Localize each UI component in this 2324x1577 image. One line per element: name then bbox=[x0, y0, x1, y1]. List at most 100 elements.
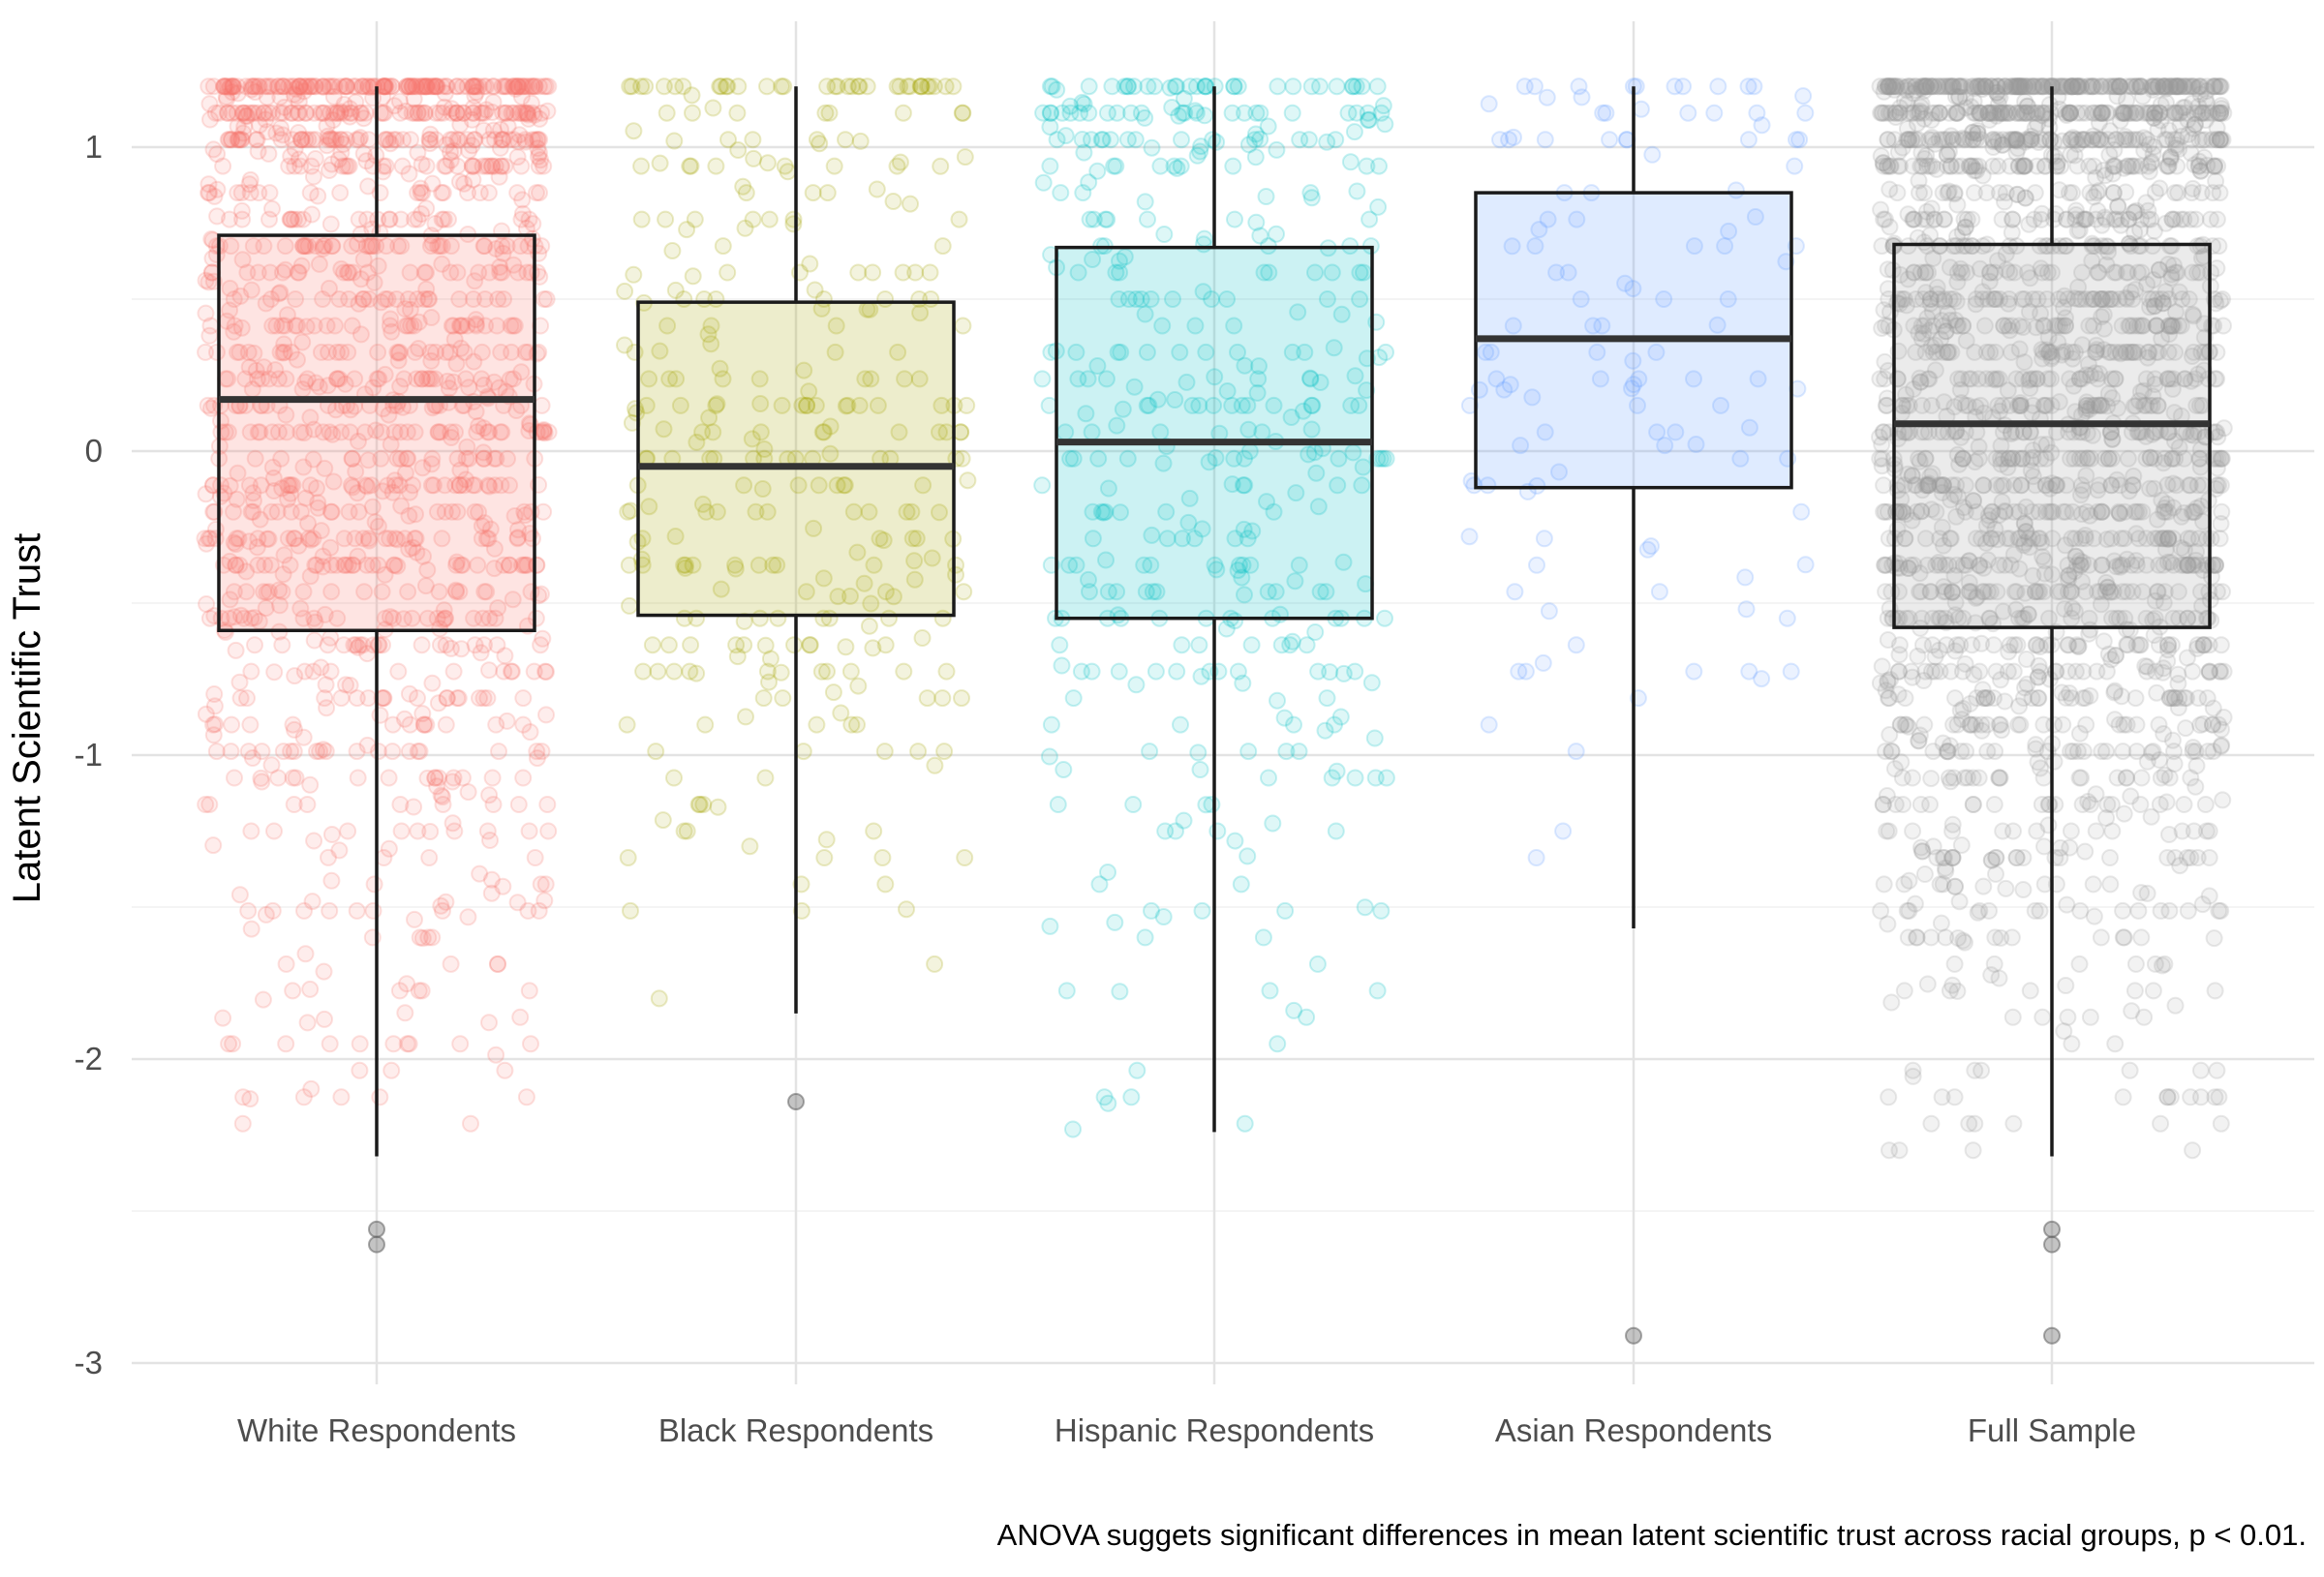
jitter-point bbox=[451, 461, 470, 479]
jitter-point bbox=[1745, 77, 1763, 96]
jitter-point bbox=[2159, 157, 2178, 175]
jitter-point bbox=[2194, 636, 2213, 654]
jitter-point bbox=[1064, 689, 1083, 708]
jitter-point bbox=[389, 662, 408, 681]
jitter-point bbox=[351, 636, 369, 654]
jitter-point bbox=[294, 210, 312, 228]
jitter-point bbox=[204, 715, 223, 734]
jitter-point bbox=[2106, 682, 2124, 700]
jitter-point bbox=[199, 77, 218, 96]
jitter-point bbox=[221, 210, 238, 228]
jitter-point bbox=[2071, 901, 2090, 920]
jitter-point bbox=[370, 370, 388, 388]
jitter-point bbox=[310, 255, 328, 273]
jitter-point bbox=[690, 796, 709, 813]
jitter-point bbox=[2069, 637, 2088, 655]
jitter-point bbox=[2033, 204, 2051, 223]
jitter-point bbox=[480, 609, 499, 627]
jitter-point bbox=[369, 743, 387, 761]
jitter-point bbox=[265, 822, 283, 840]
jitter-point bbox=[2077, 715, 2095, 734]
jitter-point bbox=[1191, 761, 1209, 778]
jitter-point bbox=[332, 143, 351, 162]
jitter-point bbox=[508, 148, 527, 167]
jitter-point bbox=[868, 180, 886, 198]
jitter-point bbox=[1937, 928, 1955, 947]
jitter-point bbox=[290, 104, 308, 122]
jitter-point bbox=[894, 104, 912, 122]
jitter-point bbox=[499, 449, 516, 468]
jitter-point bbox=[223, 77, 241, 96]
jitter-point bbox=[1041, 917, 1059, 935]
y-tick-labels: -3-2-101 bbox=[75, 129, 103, 1380]
jitter-point bbox=[2106, 647, 2125, 665]
jitter-point bbox=[427, 343, 444, 361]
jitter-point bbox=[666, 77, 685, 96]
jitter-point bbox=[1918, 975, 1937, 993]
jitter-point bbox=[1300, 131, 1318, 149]
jitter-point bbox=[298, 370, 317, 388]
jitter-point bbox=[391, 378, 410, 396]
jitter-point bbox=[2177, 719, 2195, 738]
jitter-point bbox=[2146, 183, 2164, 201]
jitter-point bbox=[1136, 193, 1154, 211]
jitter-point bbox=[423, 928, 442, 947]
jitter-point bbox=[478, 822, 497, 840]
jitter-point bbox=[1942, 773, 1960, 791]
jitter-point bbox=[758, 154, 777, 172]
jitter-point bbox=[1190, 636, 1208, 654]
jitter-point bbox=[1268, 140, 1286, 159]
jitter-point bbox=[1192, 667, 1210, 685]
jitter-point bbox=[2097, 662, 2116, 681]
outlier-point bbox=[2043, 1235, 2061, 1254]
jitter-point bbox=[316, 689, 334, 708]
jitter-point bbox=[1685, 662, 1703, 681]
jitter-point bbox=[647, 743, 665, 761]
jitter-point bbox=[437, 77, 455, 96]
jitter-point bbox=[222, 743, 240, 761]
jitter-point bbox=[2009, 715, 2028, 734]
jitter-point bbox=[417, 77, 436, 96]
jitter-point bbox=[1987, 849, 2005, 866]
jitter-point bbox=[241, 423, 260, 441]
jitter-point bbox=[2030, 689, 2048, 708]
jitter-point bbox=[1567, 743, 1585, 761]
jitter-point bbox=[316, 1010, 333, 1028]
jitter-point bbox=[459, 908, 477, 926]
jitter-point bbox=[1957, 743, 1975, 761]
jitter-point bbox=[2058, 210, 2076, 228]
jitter-point bbox=[305, 631, 323, 650]
jitter-point bbox=[1360, 110, 1378, 129]
jitter-point bbox=[1283, 104, 1301, 122]
jitter-point bbox=[242, 662, 260, 681]
jitter-point bbox=[526, 77, 543, 96]
jitter-point bbox=[250, 77, 268, 96]
jitter-point bbox=[319, 77, 337, 96]
jitter-point bbox=[1990, 769, 2008, 787]
jitter-point bbox=[361, 78, 380, 97]
jitter-point bbox=[909, 743, 928, 761]
jitter-point bbox=[230, 556, 249, 574]
jitter-point bbox=[1643, 145, 1662, 164]
jitter-point bbox=[657, 210, 675, 228]
jitter-point bbox=[413, 636, 431, 654]
jitter-point bbox=[233, 1114, 252, 1133]
jitter-point bbox=[198, 534, 216, 553]
jitter-point bbox=[273, 263, 291, 282]
jitter-point bbox=[293, 333, 312, 351]
jitter-point bbox=[521, 723, 539, 742]
jitter-point bbox=[204, 726, 223, 744]
jitter-point bbox=[296, 104, 315, 122]
jitter-point bbox=[349, 769, 367, 787]
jitter-point bbox=[815, 849, 834, 866]
jitter-point bbox=[207, 743, 226, 761]
jitter-point bbox=[429, 694, 447, 713]
jitter-point bbox=[2184, 1141, 2202, 1160]
jitter-point bbox=[2029, 668, 2047, 686]
jitter-point bbox=[477, 583, 496, 601]
box bbox=[1892, 242, 2212, 629]
jitter-point bbox=[382, 310, 400, 328]
jitter-point bbox=[2182, 1088, 2200, 1107]
jitter-point bbox=[274, 344, 292, 362]
jitter-point bbox=[286, 157, 304, 175]
